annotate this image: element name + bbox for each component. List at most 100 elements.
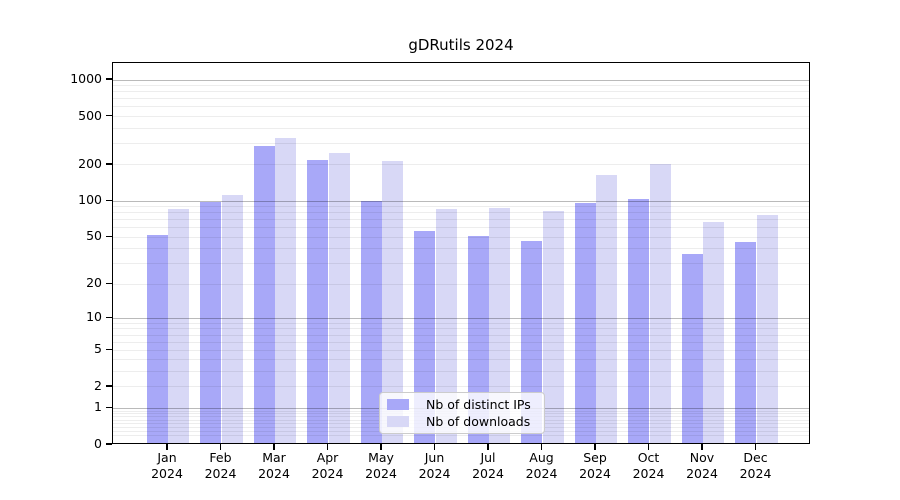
x-tick-label-year: 2024: [739, 466, 772, 481]
chart-title: gDRutils 2024: [408, 36, 514, 54]
x-tick-label-year: 2024: [204, 466, 237, 481]
gridline-minor: [113, 328, 809, 330]
y-tick-label: 20: [86, 275, 102, 291]
bar-mar-downloads: [275, 138, 297, 443]
bar-oct-distinct-ips: [628, 198, 650, 443]
legend-label-distinct-ips: Nb of distinct IPs: [426, 397, 531, 412]
gridline-major: [113, 317, 809, 319]
y-tick-mark: [106, 199, 112, 201]
y-tick-mark: [106, 282, 112, 284]
legend-row-distinct-ips: Nb of distinct IPs: [387, 397, 537, 412]
x-tick-mark: [433, 444, 436, 450]
x-tick-label: Feb 2024: [189, 450, 253, 482]
gridline-minor: [113, 85, 809, 87]
x-tick-label: May 2024: [349, 450, 413, 482]
bar-jan-distinct-ips: [146, 235, 168, 443]
bar-apr-downloads: [328, 152, 350, 443]
legend: Nb of distinct IPs Nb of downloads: [379, 392, 545, 434]
x-tick-label-year: 2024: [258, 466, 290, 481]
x-tick-label-year: 2024: [151, 466, 183, 481]
y-tick-mark: [106, 163, 112, 165]
bar-aug-downloads: [542, 210, 564, 443]
bar-sep-distinct-ips: [574, 203, 596, 443]
x-tick-mark: [487, 444, 489, 450]
y-tick-mark: [106, 115, 112, 117]
legend-label-downloads: Nb of downloads: [426, 414, 531, 429]
x-tick-mark: [701, 444, 703, 450]
bar-jul-distinct-ips: [467, 236, 489, 443]
y-tick-label: 200: [78, 155, 102, 171]
x-tick-label-year: 2024: [632, 466, 665, 481]
x-tick-mark: [540, 444, 543, 450]
y-tick-mark: [106, 443, 112, 445]
y-tick-mark: [106, 235, 112, 237]
y-tick-mark: [106, 348, 112, 351]
gridline-minor: [113, 371, 809, 373]
bar-nov-downloads: [703, 221, 725, 443]
gridline-minor: [113, 386, 809, 388]
distinct-ips-swatch: [387, 399, 409, 410]
x-tick-label: Jun 2024: [403, 450, 467, 482]
gridline-minor: [113, 212, 809, 214]
bar-feb-distinct-ips: [200, 202, 222, 443]
bar-sep-downloads: [596, 174, 618, 443]
bar-jun-downloads: [435, 208, 457, 443]
y-tick-label: 100: [78, 192, 102, 208]
x-tick-label: Oct 2024: [617, 450, 681, 482]
bar-nov-distinct-ips: [681, 253, 703, 443]
gridline-minor: [113, 127, 809, 129]
gridline-minor: [113, 263, 809, 265]
x-tick-label-year: 2024: [579, 466, 611, 481]
plot-area: [112, 62, 810, 444]
x-tick-mark: [219, 444, 222, 450]
gridline-minor: [113, 322, 809, 324]
x-tick-mark: [380, 444, 382, 450]
legend-row-downloads: Nb of downloads: [387, 414, 537, 429]
x-tick-mark: [273, 444, 275, 450]
x-tick-label-year: 2024: [311, 466, 344, 481]
y-tick-label: 2: [94, 377, 102, 393]
x-tick-label: Nov 2024: [670, 450, 734, 482]
bar-mar-distinct-ips: [253, 145, 275, 443]
downloads-swatch: [387, 416, 409, 427]
gridline-minor: [113, 116, 809, 118]
gridline-minor: [113, 219, 809, 221]
gridline-minor: [113, 283, 809, 285]
x-tick-label: Sep 2024: [563, 450, 627, 482]
gridline-minor: [113, 434, 809, 436]
x-tick-label-year: 2024: [472, 466, 504, 481]
bar-dec-distinct-ips: [735, 241, 757, 443]
x-tick-label-year: 2024: [525, 466, 558, 481]
x-tick-mark: [594, 444, 596, 450]
x-tick-label-year: 2024: [686, 466, 718, 481]
y-tick-label: 5: [94, 341, 102, 357]
bar-dec-downloads: [756, 214, 778, 443]
gridline-minor: [113, 359, 809, 361]
y-tick-label: 50: [86, 228, 102, 244]
y-tick-label: 0: [94, 436, 102, 451]
gridline-minor: [113, 349, 809, 351]
y-tick-mark: [106, 316, 112, 319]
bar-feb-downloads: [221, 195, 243, 443]
gridline-minor: [113, 206, 809, 208]
x-tick-label: Jan 2024: [135, 450, 199, 482]
gridline-minor: [113, 236, 809, 238]
x-tick-mark: [754, 444, 757, 450]
y-tick-mark: [106, 78, 112, 80]
x-tick-label: Apr 2024: [296, 450, 360, 482]
y-tick-label: 10: [86, 309, 102, 325]
gridline-minor: [113, 91, 809, 93]
x-tick-label: Dec 2024: [724, 450, 788, 482]
x-tick-label: Jul 2024: [456, 450, 520, 482]
x-tick-mark: [647, 444, 650, 450]
x-tick-label-year: 2024: [365, 466, 397, 481]
gridline-minor: [113, 164, 809, 166]
bar-jun-distinct-ips: [414, 231, 436, 443]
gridline-minor: [113, 334, 809, 336]
gridline-minor: [113, 248, 809, 250]
y-tick-label: 1000: [70, 71, 102, 87]
gridline-minor: [113, 341, 809, 343]
y-tick-mark: [106, 406, 112, 409]
bar-jan-downloads: [168, 208, 190, 443]
bar-may-downloads: [382, 160, 404, 443]
